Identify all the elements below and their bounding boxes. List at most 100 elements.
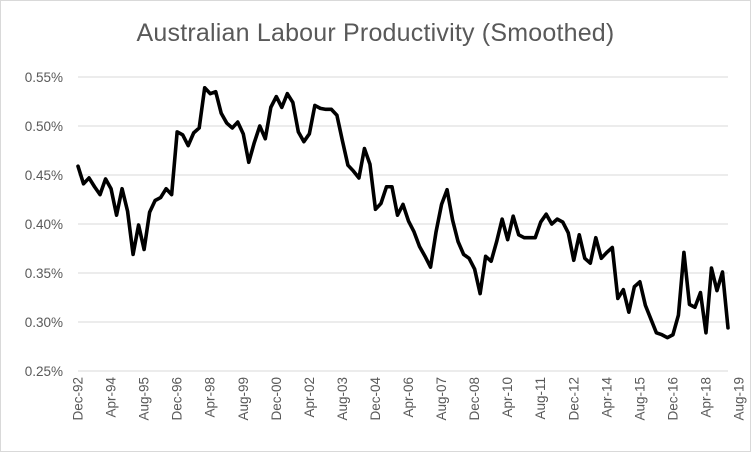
- data-point: [583, 256, 587, 260]
- data-point: [324, 107, 328, 111]
- data-point: [197, 126, 201, 130]
- data-point: [82, 182, 86, 186]
- data-point: [687, 302, 691, 306]
- data-point: [357, 176, 361, 180]
- data-point: [98, 193, 102, 197]
- y-tick-label: 0.35%: [25, 266, 63, 281]
- data-point: [726, 326, 730, 330]
- x-tick-label: Dec-12: [566, 377, 581, 421]
- data-point: [131, 252, 135, 256]
- x-tick-label: Apr-98: [203, 377, 218, 418]
- data-point: [346, 163, 350, 167]
- data-point: [616, 296, 620, 300]
- y-axis-tick-labels: 0.25% 0.30% 0.35% 0.40% 0.45% 0.50% 0.55%: [25, 70, 63, 379]
- gridlines: [78, 76, 728, 323]
- data-point: [379, 201, 383, 205]
- data-point: [137, 223, 141, 227]
- data-point: [599, 256, 603, 260]
- data-point: [390, 185, 394, 189]
- data-point: [621, 288, 625, 292]
- data-point: [280, 105, 284, 109]
- data-point: [192, 131, 196, 135]
- data-point: [219, 111, 223, 115]
- x-tick-label: Dec-16: [665, 377, 680, 421]
- data-point: [588, 261, 592, 265]
- data-point: [241, 132, 245, 136]
- data-point: [451, 218, 455, 222]
- data-point: [109, 187, 113, 191]
- data-point: [665, 336, 669, 340]
- data-point: [307, 132, 311, 136]
- data-point: [478, 292, 482, 296]
- data-point: [335, 113, 339, 117]
- data-point: [489, 259, 493, 263]
- data-point: [528, 236, 532, 240]
- data-point: [214, 90, 218, 94]
- data-point: [643, 303, 647, 307]
- data-point: [522, 236, 526, 240]
- data-point: [76, 164, 80, 168]
- data-point: [258, 124, 262, 128]
- data-point: [296, 130, 300, 134]
- data-point: [698, 291, 702, 295]
- data-point: [120, 187, 124, 191]
- y-tick-label: 0.25%: [25, 364, 63, 379]
- data-point: [462, 252, 466, 256]
- data-point: [269, 105, 273, 109]
- data-point: [203, 86, 207, 90]
- data-point: [252, 141, 256, 145]
- data-point: [544, 212, 548, 216]
- data-point: [351, 169, 355, 173]
- data-point: [186, 144, 190, 148]
- data-point: [660, 333, 664, 337]
- data-point: [318, 106, 322, 110]
- data-point: [506, 238, 510, 242]
- data-point: [373, 207, 377, 211]
- data-point: [445, 188, 449, 192]
- data-point: [418, 245, 422, 249]
- x-tick-label: Apr-18: [698, 377, 713, 418]
- data-point: [412, 230, 416, 234]
- x-tick-label: Dec-92: [71, 377, 86, 421]
- x-tick-label: Aug-19: [732, 377, 747, 421]
- x-tick-label: Apr-06: [401, 377, 416, 418]
- data-point: [434, 230, 438, 234]
- data-point: [401, 202, 405, 206]
- data-point: [709, 266, 713, 270]
- data-point: [181, 133, 185, 137]
- data-point: [654, 331, 658, 335]
- data-point: [263, 137, 267, 141]
- data-points: [76, 86, 730, 340]
- x-tick-label: Apr-14: [599, 377, 614, 418]
- x-tick-label: Aug-07: [434, 377, 449, 421]
- data-point: [115, 213, 119, 217]
- data-point: [456, 240, 460, 244]
- x-tick-label: Dec-04: [368, 377, 383, 421]
- data-point: [247, 160, 251, 164]
- data-point: [159, 196, 163, 200]
- data-point: [627, 310, 631, 314]
- data-point: [484, 254, 488, 258]
- data-point: [302, 140, 306, 144]
- data-point: [142, 247, 146, 251]
- data-point: [539, 220, 543, 224]
- data-point: [423, 254, 427, 258]
- data-point: [429, 265, 433, 269]
- data-point: [313, 103, 317, 107]
- x-tick-label: Aug-03: [335, 377, 350, 421]
- data-point: [676, 313, 680, 317]
- data-point: [170, 193, 174, 197]
- data-point: [610, 246, 614, 250]
- chart-title: Australian Labour Productivity (Smoothed…: [136, 19, 615, 47]
- data-point: [148, 210, 152, 214]
- data-point: [395, 213, 399, 217]
- x-tick-label: Apr-02: [302, 377, 317, 418]
- data-point: [230, 126, 234, 130]
- data-point: [572, 258, 576, 262]
- data-point: [533, 236, 537, 240]
- x-tick-label: Dec-08: [467, 377, 482, 421]
- data-point: [561, 220, 565, 224]
- data-point: [285, 92, 289, 96]
- x-tick-label: Apr-94: [104, 377, 119, 418]
